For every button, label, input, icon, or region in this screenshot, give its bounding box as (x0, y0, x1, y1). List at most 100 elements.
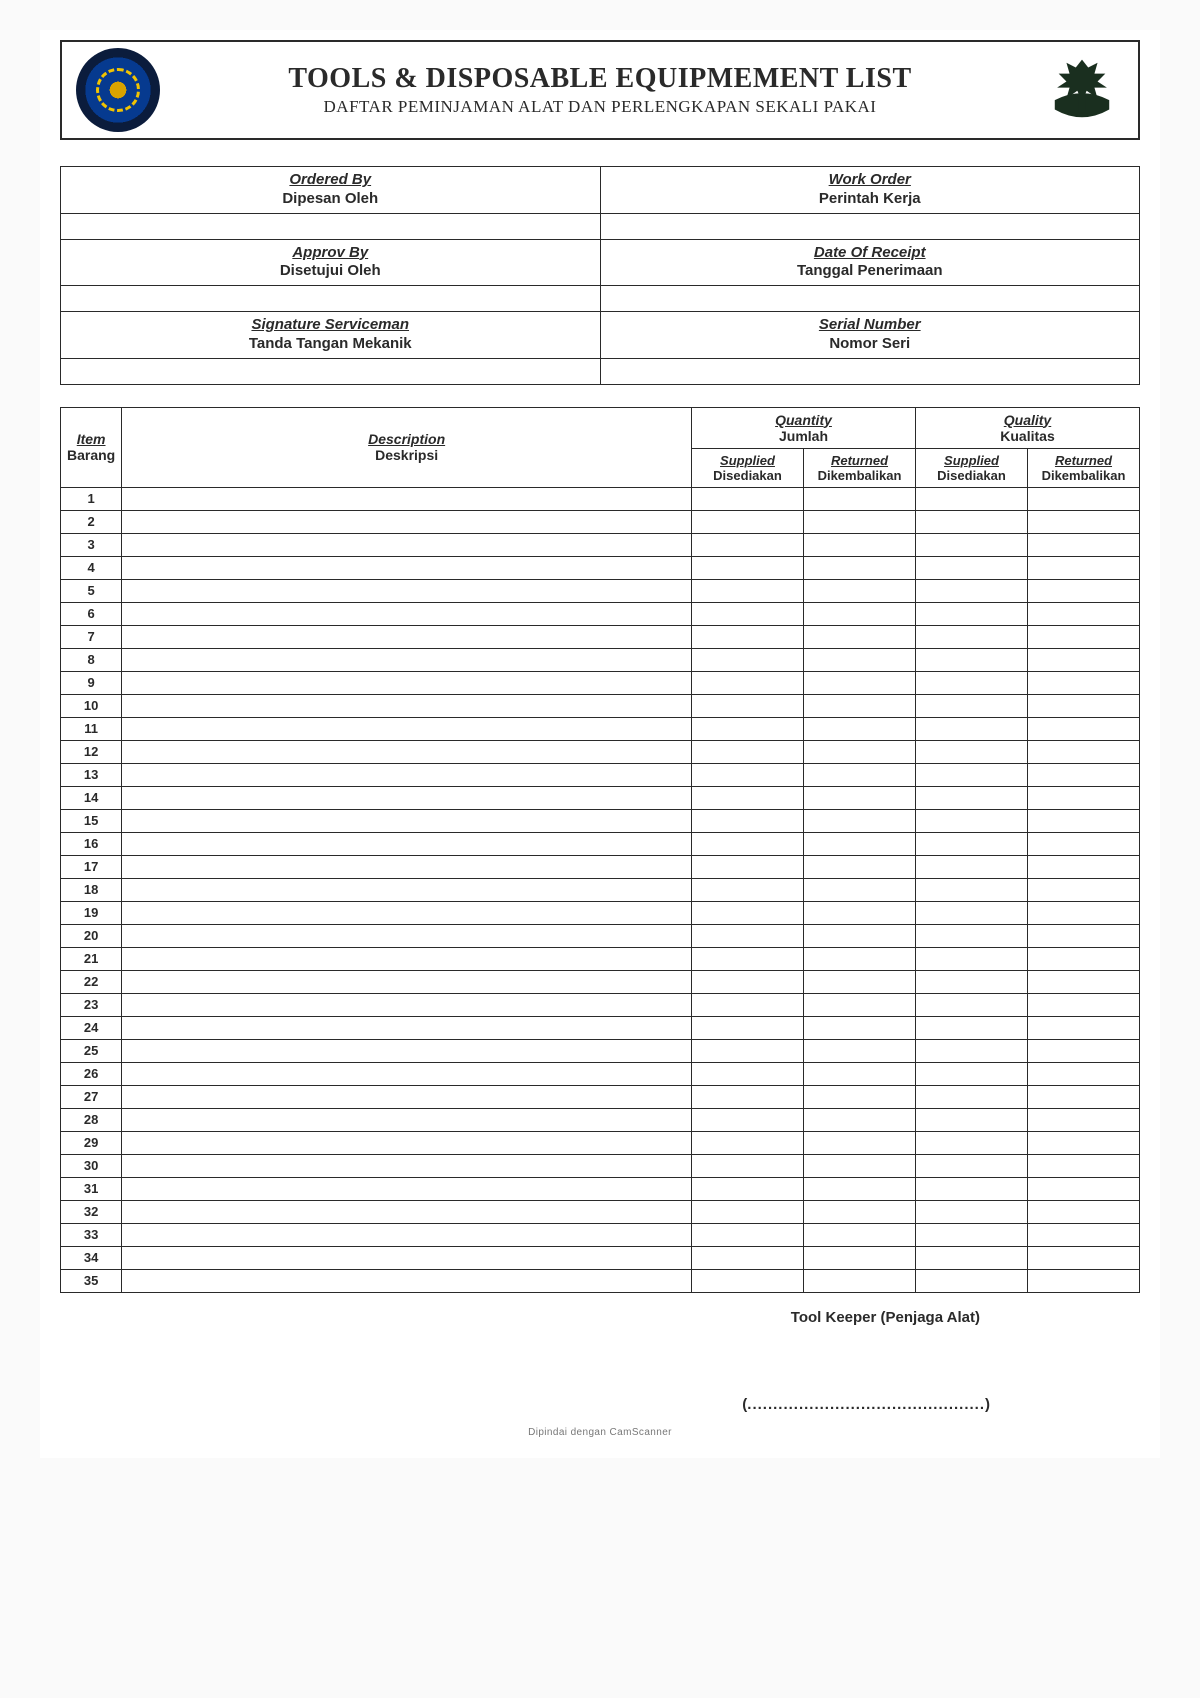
info-left-en: Ordered By (67, 171, 594, 190)
row-cell (122, 648, 692, 671)
row-cell (122, 1177, 692, 1200)
row-cell (804, 993, 916, 1016)
table-row: 8 (61, 648, 1140, 671)
col-desc-id: Deskripsi (128, 447, 685, 463)
row-cell (804, 740, 916, 763)
row-cell (804, 970, 916, 993)
row-cell (804, 901, 916, 924)
row-cell (692, 1246, 804, 1269)
table-row: 29 (61, 1131, 1140, 1154)
col-qual-en: Quality (922, 412, 1133, 428)
info-left-id: Tanda Tangan Mekanik (67, 335, 594, 354)
info-label-row: Ordered ByDipesan OlehWork OrderPerintah… (61, 167, 1140, 214)
col-qty-id: Jumlah (698, 428, 909, 444)
row-cell (804, 533, 916, 556)
table-row: 14 (61, 786, 1140, 809)
row-item-number: 30 (61, 1154, 122, 1177)
row-cell (692, 740, 804, 763)
row-cell (916, 625, 1028, 648)
row-cell (692, 832, 804, 855)
row-cell (1028, 510, 1140, 533)
row-cell (122, 878, 692, 901)
row-cell (692, 855, 804, 878)
row-cell (692, 533, 804, 556)
row-cell (122, 1016, 692, 1039)
row-cell (1028, 717, 1140, 740)
row-item-number: 34 (61, 1246, 122, 1269)
row-cell (804, 947, 916, 970)
row-cell (1028, 1177, 1140, 1200)
col-qual-returned-en: Returned (1034, 453, 1133, 468)
row-cell (916, 947, 1028, 970)
row-cell (916, 1200, 1028, 1223)
row-item-number: 16 (61, 832, 122, 855)
row-cell (916, 556, 1028, 579)
row-cell (1028, 648, 1140, 671)
col-qual-supplied-id: Disediakan (922, 468, 1021, 483)
col-item-en: Item (67, 431, 115, 447)
row-cell (122, 924, 692, 947)
row-cell (122, 510, 692, 533)
row-cell (804, 579, 916, 602)
table-row: 10 (61, 694, 1140, 717)
info-left-en: Approv By (67, 244, 594, 263)
row-cell (1028, 740, 1140, 763)
row-item-number: 21 (61, 947, 122, 970)
row-item-number: 32 (61, 1200, 122, 1223)
row-cell (1028, 1200, 1140, 1223)
row-cell (804, 1039, 916, 1062)
col-qual-id: Kualitas (922, 428, 1133, 444)
row-cell (692, 993, 804, 1016)
row-cell (916, 1223, 1028, 1246)
row-cell (692, 786, 804, 809)
table-row: 1 (61, 487, 1140, 510)
row-cell (1028, 901, 1140, 924)
row-cell (692, 1269, 804, 1292)
table-row: 15 (61, 809, 1140, 832)
row-cell (122, 602, 692, 625)
row-cell (692, 694, 804, 717)
page-title: TOOLS & DISPOSABLE EQUIPMEMENT LIST (176, 63, 1024, 95)
row-cell (916, 809, 1028, 832)
row-item-number: 17 (61, 855, 122, 878)
row-cell (692, 671, 804, 694)
row-cell (1028, 602, 1140, 625)
row-cell (1028, 625, 1140, 648)
col-qty-supplied-id: Disediakan (698, 468, 797, 483)
row-cell (804, 671, 916, 694)
table-row: 27 (61, 1085, 1140, 1108)
row-cell (804, 1085, 916, 1108)
row-cell (692, 1223, 804, 1246)
row-cell (122, 855, 692, 878)
row-cell (804, 809, 916, 832)
row-cell (804, 694, 916, 717)
row-cell (122, 740, 692, 763)
row-cell (122, 1200, 692, 1223)
row-cell (804, 510, 916, 533)
row-cell (692, 602, 804, 625)
col-qual-supplied-en: Supplied (922, 453, 1021, 468)
row-cell (122, 1131, 692, 1154)
table-row: 25 (61, 1039, 1140, 1062)
row-cell (692, 809, 804, 832)
table-row: 30 (61, 1154, 1140, 1177)
row-item-number: 33 (61, 1223, 122, 1246)
info-right-id: Perintah Kerja (607, 190, 1134, 209)
table-row: 22 (61, 970, 1140, 993)
row-cell (804, 924, 916, 947)
row-cell (1028, 1062, 1140, 1085)
row-cell (692, 1016, 804, 1039)
row-cell (122, 487, 692, 510)
row-cell (804, 1246, 916, 1269)
row-cell (122, 1085, 692, 1108)
row-cell (122, 809, 692, 832)
row-item-number: 10 (61, 694, 122, 717)
row-cell (122, 1062, 692, 1085)
table-row: 24 (61, 1016, 1140, 1039)
info-right-en: Serial Number (607, 316, 1134, 335)
info-right-en: Work Order (607, 171, 1134, 190)
row-cell (122, 1154, 692, 1177)
info-label-row: Approv ByDisetujui OlehDate Of ReceiptTa… (61, 239, 1140, 286)
row-cell (692, 970, 804, 993)
row-cell (692, 717, 804, 740)
